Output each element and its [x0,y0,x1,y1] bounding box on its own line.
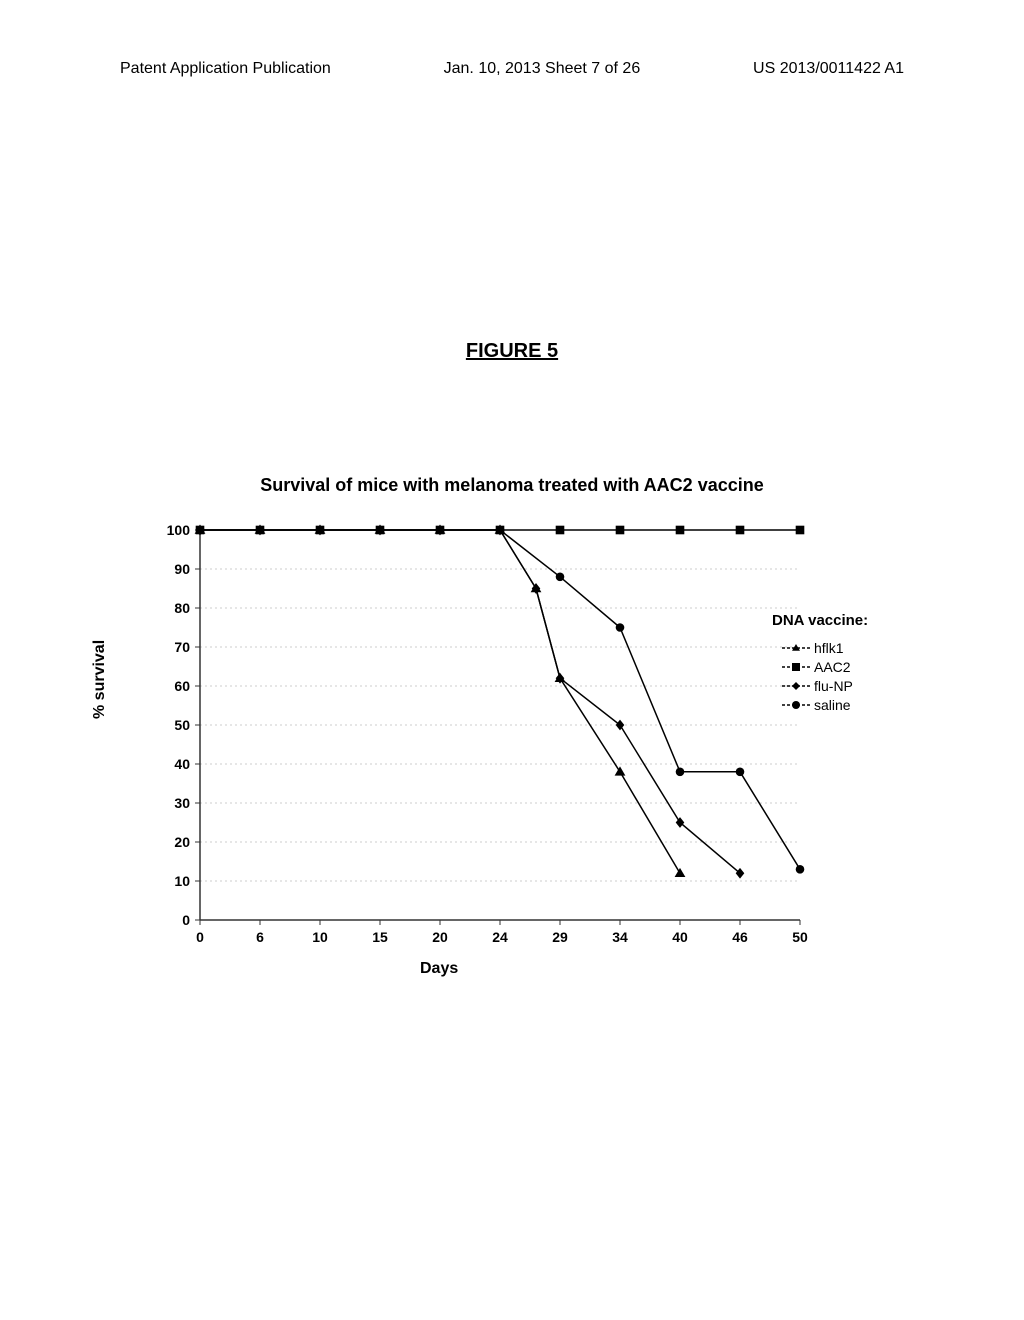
legend-label: saline [814,697,851,713]
survival-chart: 0 10 20 30 40 50 60 70 80 90 100 0 6 10 15 20 24 29 34 40 46… [130,520,910,980]
svg-text:60: 60 [174,678,190,694]
svg-text:40: 40 [672,929,688,945]
svg-text:34: 34 [612,929,628,945]
svg-text:0: 0 [182,912,190,928]
chart-container: 0 10 20 30 40 50 60 70 80 90 100 0 6 10 15 20 24 29 34 40 46… [130,520,910,980]
header-left: Patent Application Publication [120,60,331,78]
svg-text:24: 24 [492,929,508,945]
legend-label: hflk1 [814,640,844,656]
svg-text:50: 50 [792,929,808,945]
legend-label: flu-NP [814,678,853,694]
svg-text:10: 10 [174,873,190,889]
legend-label: AAC2 [814,659,851,675]
svg-text:0: 0 [196,929,204,945]
svg-text:15: 15 [372,929,388,945]
svg-text:10: 10 [312,929,328,945]
svg-text:50: 50 [174,717,190,733]
chart-title: Survival of mice with melanoma treated w… [0,475,1024,496]
legend-item: flu-NP [782,678,853,694]
legend-item: hflk1 [782,640,853,656]
legend-item: saline [782,697,853,713]
header-center: Jan. 10, 2013 Sheet 7 of 26 [444,60,641,78]
svg-text:70: 70 [174,639,190,655]
svg-text:29: 29 [552,929,568,945]
svg-text:100: 100 [167,522,191,538]
svg-text:20: 20 [432,929,448,945]
svg-text:20: 20 [174,834,190,850]
svg-text:80: 80 [174,600,190,616]
svg-text:6: 6 [256,929,264,945]
header-right: US 2013/0011422 A1 [753,60,904,78]
svg-text:90: 90 [174,561,190,577]
legend: hflk1 AAC2 flu-NP saline [782,640,853,716]
svg-text:40: 40 [174,756,190,772]
svg-text:46: 46 [732,929,748,945]
legend-item: AAC2 [782,659,853,675]
svg-text:30: 30 [174,795,190,811]
y-axis-label: % survival [91,640,109,719]
figure-caption: FIGURE 5 [0,340,1024,363]
